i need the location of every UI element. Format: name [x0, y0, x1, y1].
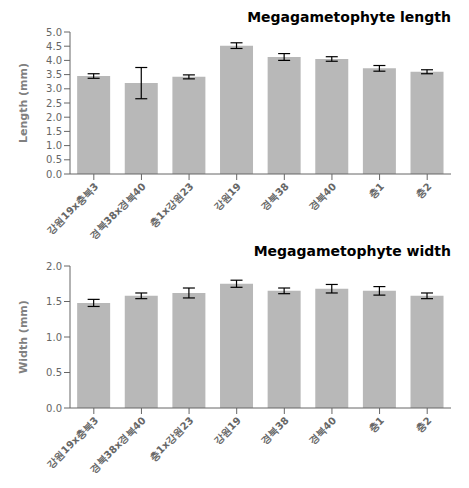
svg-text:5.0: 5.0 — [46, 27, 62, 38]
svg-text:강원19: 강원19 — [211, 181, 243, 213]
svg-text:1.0: 1.0 — [46, 140, 62, 151]
svg-text:경북38x경북40: 경북38x경북40 — [88, 181, 148, 241]
svg-text:충1x강원23: 충1x강원23 — [147, 415, 195, 463]
svg-text:2.0: 2.0 — [46, 112, 62, 123]
svg-text:충2: 충2 — [414, 415, 434, 435]
svg-text:충1: 충1 — [366, 415, 386, 435]
svg-text:2.0: 2.0 — [46, 261, 62, 272]
svg-text:1.5: 1.5 — [46, 296, 62, 307]
svg-text:충2: 충2 — [414, 181, 434, 201]
svg-text:2.5: 2.5 — [46, 98, 62, 109]
svg-text:경북40: 경북40 — [307, 181, 339, 213]
svg-text:0.5: 0.5 — [46, 367, 62, 378]
svg-text:0.0: 0.0 — [46, 403, 62, 414]
svg-text:충1: 충1 — [366, 181, 386, 201]
svg-text:강원19x충북3: 강원19x충북3 — [44, 414, 101, 470]
svg-text:강원19: 강원19 — [211, 415, 243, 447]
svg-text:경북38x경북40: 경북38x경북40 — [88, 415, 148, 475]
svg-text:4.5: 4.5 — [46, 41, 62, 52]
svg-text:0.0: 0.0 — [46, 169, 62, 180]
svg-text:3.5: 3.5 — [46, 69, 62, 80]
html-text:Megagametophyte length: Megagametophyte length — [247, 9, 451, 25]
svg-text:1.0: 1.0 — [46, 332, 62, 343]
html-text:Megagametophyte width: Megagametophyte width — [253, 243, 451, 259]
svg-text:충1x강원23: 충1x강원23 — [147, 181, 195, 229]
svg-text:4.0: 4.0 — [46, 55, 62, 66]
svg-text:0.5: 0.5 — [46, 154, 62, 165]
svg-text:강원19x충북3: 강원19x충북3 — [44, 180, 101, 236]
svg-text:3.0: 3.0 — [46, 83, 62, 94]
svg-text:1.5: 1.5 — [46, 126, 62, 137]
svg-text:Length (mm): Length (mm) — [17, 63, 30, 143]
svg-text:경북38: 경북38 — [259, 181, 291, 213]
svg-text:경북38: 경북38 — [259, 415, 291, 447]
svg-text:경북40: 경북40 — [307, 415, 339, 447]
svg-text:Width (mm): Width (mm) — [17, 300, 30, 374]
